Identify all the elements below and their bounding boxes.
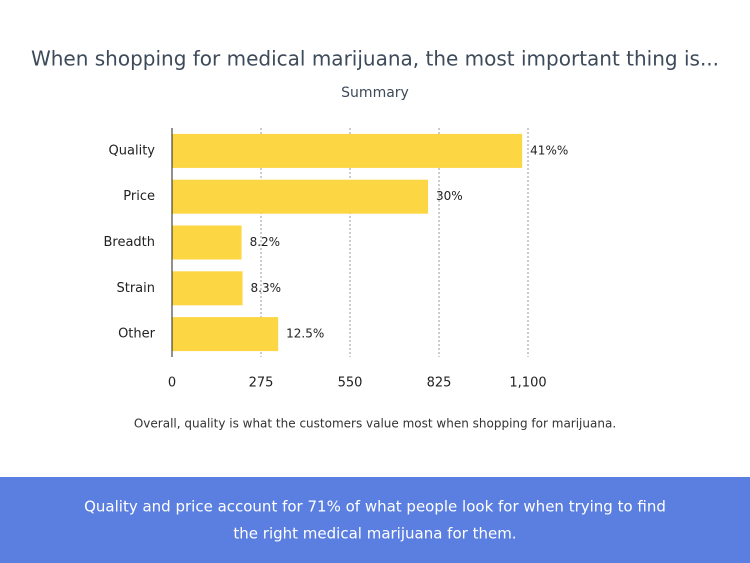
x-tick-label: 550 (338, 376, 363, 391)
bar (172, 225, 242, 260)
data-label: 41%% (530, 143, 568, 157)
caption: Overall, quality is what the customers v… (134, 417, 616, 431)
bar (172, 133, 523, 168)
banner-text: Quality and price account for 71% of wha… (84, 498, 666, 516)
bar (172, 271, 243, 306)
chart-title: When shopping for medical marijuana, the… (31, 47, 719, 71)
data-label: 30% (436, 189, 463, 203)
y-tick-label: Price (123, 189, 155, 204)
data-label: 8.3% (251, 281, 282, 295)
x-tick-label: 825 (427, 376, 452, 391)
x-tick-label: 0 (168, 376, 176, 391)
banner (0, 477, 750, 563)
bar (172, 179, 428, 214)
y-tick-label: Breadth (103, 235, 155, 250)
data-label: 8.2% (250, 235, 281, 249)
y-tick-label: Other (118, 327, 156, 342)
y-tick-label: Strain (116, 281, 155, 296)
y-tick-label: Quality (109, 143, 156, 158)
bar (172, 317, 279, 352)
banner-text: the right medical marijuana for them. (233, 525, 516, 543)
chart-subtitle: Summary (341, 85, 409, 101)
x-tick-label: 275 (249, 376, 274, 391)
x-tick-label: 1,100 (509, 376, 546, 391)
data-label: 12.5% (286, 327, 324, 341)
